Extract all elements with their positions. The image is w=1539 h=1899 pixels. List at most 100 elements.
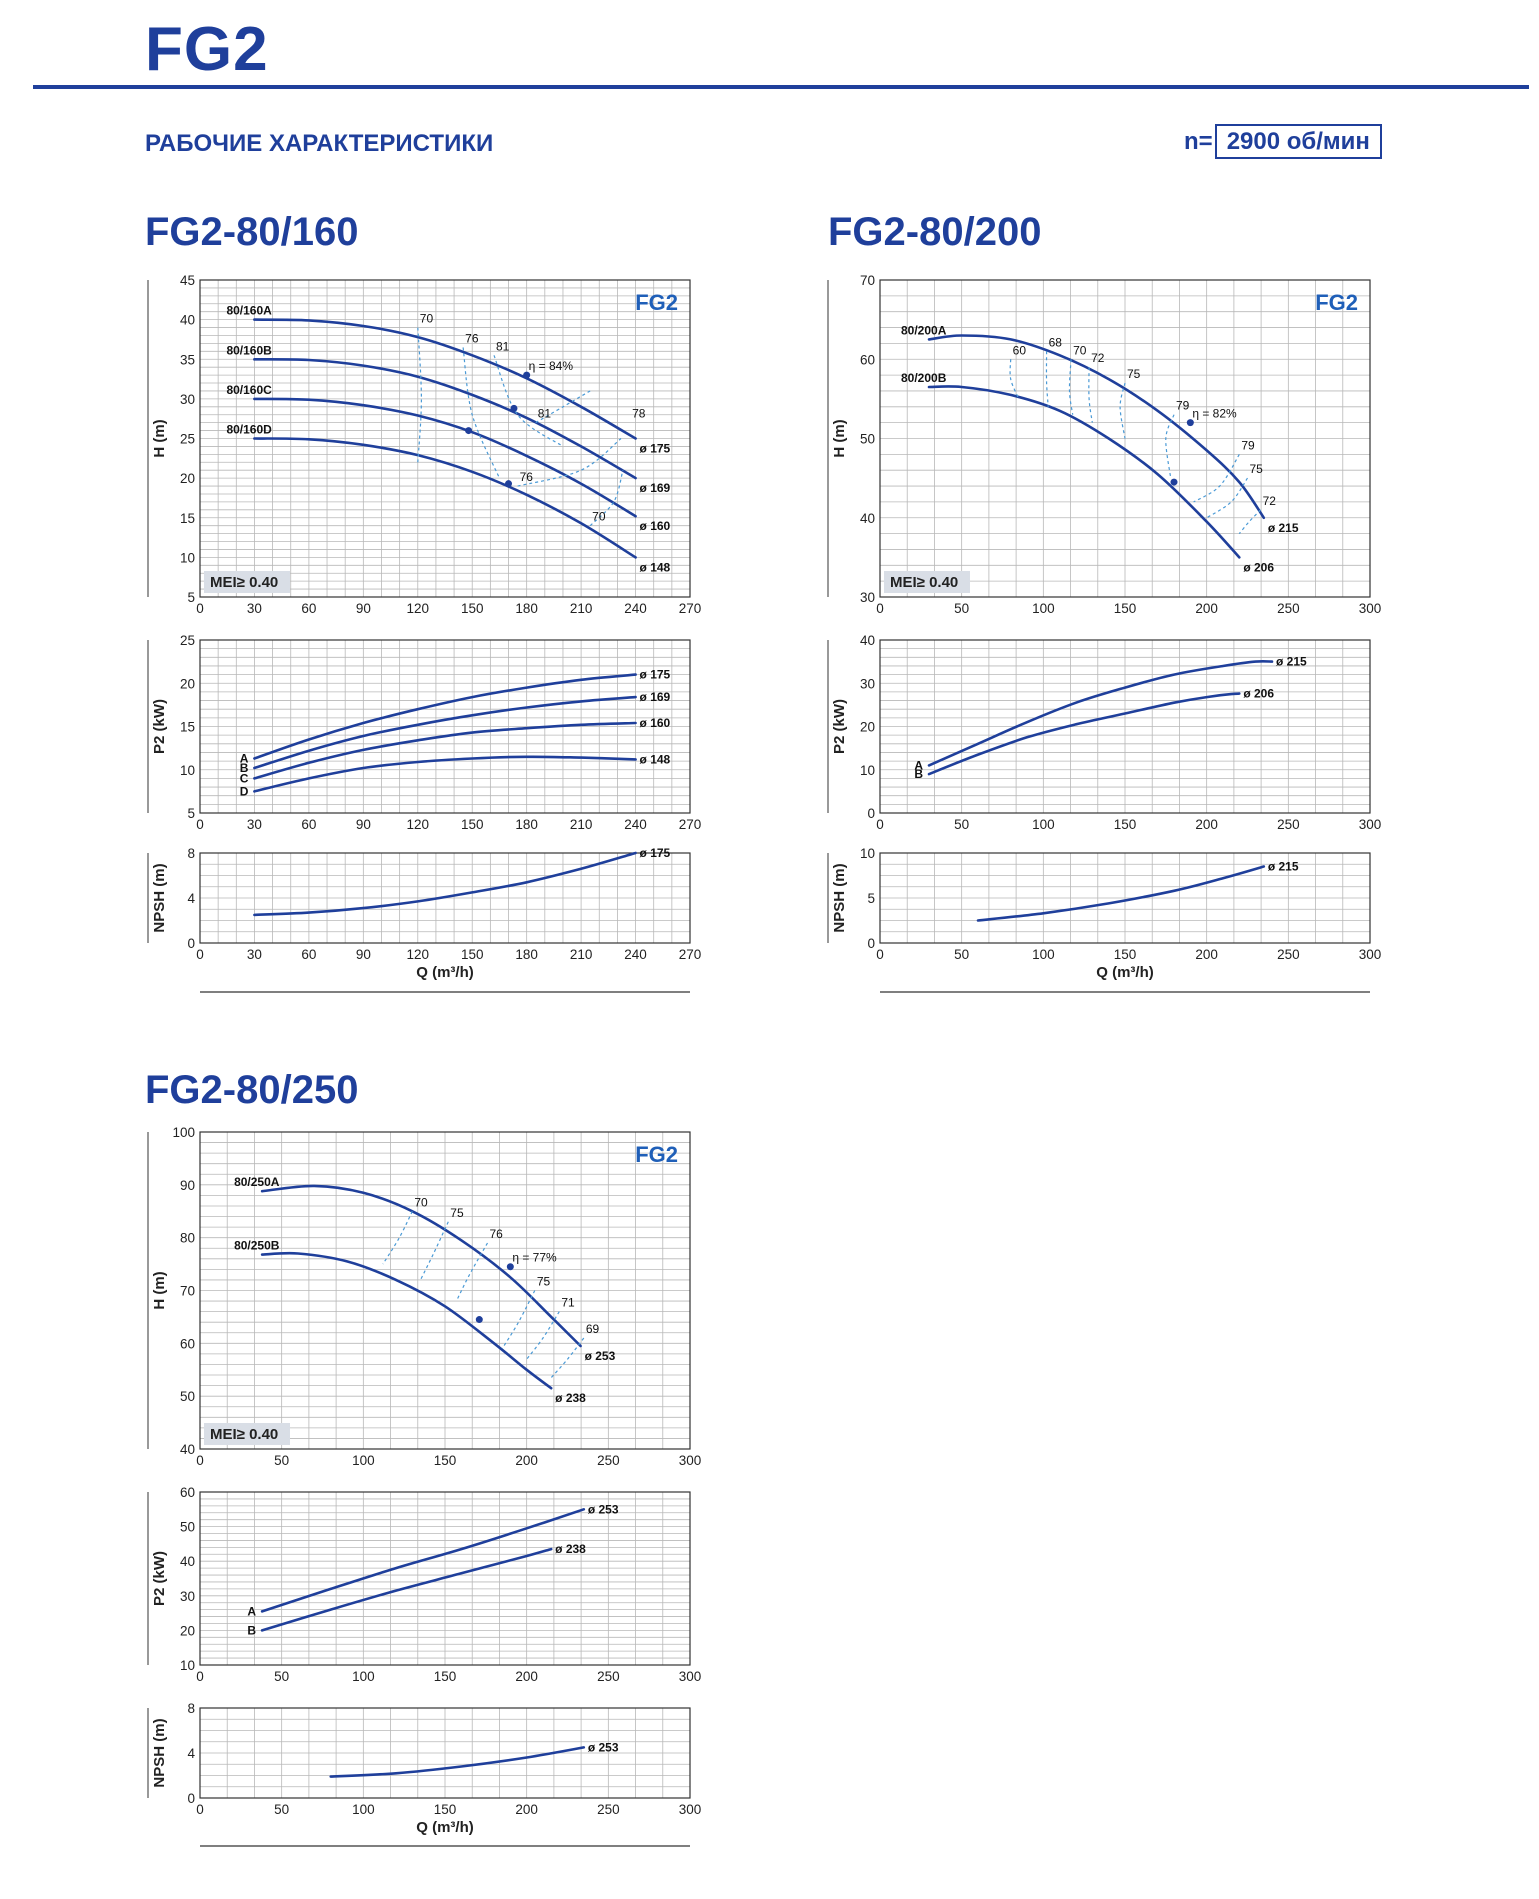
efficiency-label: 70	[1073, 343, 1087, 357]
bep-point	[506, 1263, 514, 1271]
efficiency-label: η = 84%	[529, 359, 574, 373]
power-diameter-label: ø 253	[588, 1502, 619, 1516]
efficiency-line	[535, 390, 591, 424]
efficiency-line	[1165, 414, 1175, 479]
power-y-tick-label: 5	[187, 806, 195, 821]
efficiency-line	[501, 1290, 536, 1349]
bep-point	[465, 427, 473, 435]
head-y-tick-label: 80	[180, 1231, 195, 1246]
head-series-line	[927, 385, 1241, 559]
efficiency-line	[526, 1311, 560, 1360]
head-y-axis-title: H (m)	[151, 1271, 168, 1309]
power-series-line	[260, 1547, 553, 1632]
efficiency-label: 75	[1127, 367, 1141, 381]
power-x-tick-label: 240	[624, 817, 647, 832]
head-x-tick-label: 0	[196, 601, 204, 616]
npsh-x-tick-label: 0	[196, 1802, 204, 1817]
power-plot-frame	[199, 1491, 691, 1666]
head-x-tick-label: 50	[274, 1453, 289, 1468]
head-y-axis-title: H (m)	[831, 419, 848, 457]
efficiency-label: 76	[489, 1227, 503, 1241]
head-x-tick-label: 300	[1359, 601, 1382, 616]
power-y-tick-label: 15	[180, 720, 195, 735]
brand-tag: FG2	[635, 1142, 678, 1167]
power-series-letter: A	[914, 758, 923, 772]
head-series-name: 80/200B	[901, 371, 947, 385]
head-series-line	[253, 318, 637, 440]
power-series-line	[253, 695, 637, 770]
head-diameter-label: ø 175	[640, 442, 671, 456]
efficiency-line	[1009, 359, 1020, 400]
head-x-tick-label: 150	[434, 1453, 457, 1468]
npsh-plot-frame	[879, 852, 1371, 944]
power-x-tick-label: 0	[876, 817, 884, 832]
power-series-line	[927, 692, 1241, 776]
npsh-x-tick-label: 60	[301, 947, 316, 962]
title-divider	[33, 85, 1529, 89]
head-x-tick-label: 100	[352, 1453, 375, 1468]
power-y-tick-label: 20	[860, 720, 875, 735]
speed-indicator: n= 2900 об/мин	[1184, 124, 1382, 159]
power-x-tick-label: 150	[434, 1669, 457, 1684]
efficiency-label: 60	[1013, 343, 1027, 357]
npsh-y-tick-label: 4	[187, 891, 195, 906]
x-axis-title: Q (m³/h)	[1096, 964, 1154, 981]
head-series-line	[253, 358, 637, 480]
npsh-x-tick-label: 50	[954, 947, 969, 962]
head-y-tick-label: 40	[180, 313, 195, 328]
head-series-name: 80/200A	[901, 323, 947, 337]
head-x-tick-label: 270	[679, 601, 702, 616]
power-x-tick-label: 60	[301, 817, 316, 832]
npsh-series-line	[253, 851, 637, 917]
power-x-tick-label: 150	[461, 817, 484, 832]
bep-point	[510, 404, 518, 412]
bep-point	[505, 480, 513, 488]
head-series-line	[253, 437, 637, 559]
mei-label: MEI≥ 0.40	[890, 574, 958, 591]
efficiency-line	[419, 1221, 449, 1281]
efficiency-line	[382, 1211, 413, 1265]
npsh-x-tick-label: 120	[407, 947, 430, 962]
page-title: FG2	[145, 15, 269, 84]
power-y-axis-title: P2 (kW)	[151, 1551, 168, 1606]
head-y-tick-label: 35	[180, 352, 195, 367]
efficiency-label: 76	[465, 331, 479, 345]
head-y-tick-label: 70	[180, 1284, 195, 1299]
head-y-tick-label: 30	[860, 590, 875, 605]
mei-label: MEI≥ 0.40	[210, 574, 278, 591]
efficiency-label: η = 82%	[1192, 407, 1237, 421]
efficiency-line	[589, 470, 624, 527]
head-series-line	[260, 1184, 582, 1348]
fg2-80-160-npsh-panel: 0 30 60 90 120 150 180 210 240 270 0 4 8 NPSH (m) Q (m…	[147, 846, 701, 981]
power-y-axis-title: P2 (kW)	[831, 699, 848, 754]
head-y-tick-label: 10	[180, 550, 195, 565]
head-x-tick-label: 60	[301, 601, 316, 616]
head-x-tick-label: 0	[196, 1453, 204, 1468]
npsh-x-tick-label: 180	[515, 947, 538, 962]
npsh-x-tick-label: 0	[196, 947, 204, 962]
efficiency-line	[455, 1242, 489, 1302]
head-plot-frame	[199, 279, 691, 598]
power-diameter-label: ø 160	[640, 716, 671, 730]
head-x-tick-label: 120	[407, 601, 430, 616]
npsh-x-tick-label: 100	[1032, 947, 1055, 962]
efficiency-line	[517, 438, 622, 487]
head-y-tick-label: 50	[860, 432, 875, 447]
power-y-tick-label: 30	[860, 676, 875, 691]
x-axis-title: Q (m³/h)	[416, 964, 474, 981]
fg2-80-200-npsh-panel: 0 50 100 150 200 250 300 0 5 10 NPSH (m) Q (m³/h) ø …	[827, 846, 1381, 981]
npsh-y-tick-label: 4	[187, 1746, 195, 1761]
head-y-tick-label: 40	[860, 511, 875, 526]
efficiency-label: 78	[632, 407, 646, 421]
power-x-tick-label: 0	[196, 1669, 204, 1684]
efficiency-label: 71	[561, 1296, 575, 1310]
npsh-x-tick-label: 150	[461, 947, 484, 962]
power-y-tick-label: 10	[180, 1658, 195, 1673]
npsh-y-tick-label: 8	[187, 1701, 195, 1716]
npsh-x-tick-label: 200	[515, 1802, 538, 1817]
efficiency-label: 75	[1250, 462, 1264, 476]
npsh-series-line	[329, 1746, 586, 1778]
npsh-diameter-label: ø 215	[1268, 860, 1299, 874]
power-series-letter: C	[240, 771, 249, 785]
head-x-tick-label: 300	[679, 1453, 702, 1468]
